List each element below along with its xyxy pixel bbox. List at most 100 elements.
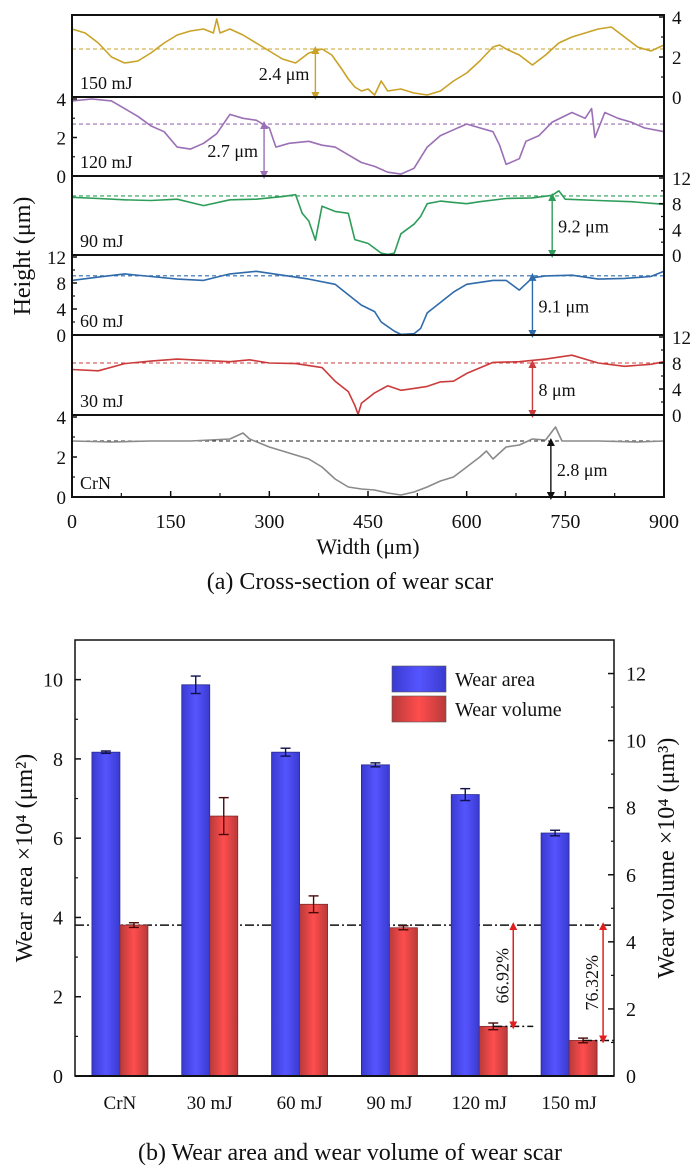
bar-group-30-mj: [181, 675, 239, 1077]
y-tick-label: 2: [57, 129, 67, 150]
wear-bar-chart: CrN 30 mJ 60 mJ 90 mJ 120 mJ 150 mJ 66.92% 76.3…: [12, 639, 680, 1114]
x-tick-label: CrN: [104, 1093, 137, 1114]
y-axis-label: Wear area ×10⁴ (μm²): [12, 754, 38, 963]
y2-tick-label: 2: [626, 999, 636, 1021]
x-tick-label: 300: [254, 511, 284, 533]
profile-panel-60-mj: 9.1 μm 60 mJ 0 4 8 12: [47, 248, 665, 347]
x-tick-label: 600: [452, 511, 482, 533]
depth-label: 2.7 μm: [207, 141, 258, 161]
y-tick-label: 12: [47, 248, 66, 269]
panel-label: CrN: [80, 473, 111, 493]
y-tick-label: 4: [57, 90, 67, 111]
profile-line: [71, 426, 665, 496]
wear-volume-bar: [299, 903, 328, 1077]
y-tick-label: 8: [672, 195, 682, 216]
y-tick-label: 0: [672, 88, 682, 109]
profile-panel-90-mj: 9.2 μm 90 mJ 0 4 8 12: [71, 169, 691, 267]
y-tick-label: 0: [672, 246, 682, 267]
panel-label: 150 mJ: [80, 73, 133, 93]
x-tick-label: 60 mJ: [277, 1093, 323, 1114]
y-tick-label: 8: [53, 749, 63, 771]
bar-group-120-mj: [450, 787, 508, 1077]
y-tick-label: 0: [672, 406, 682, 427]
wear-volume-bar: [209, 815, 239, 1077]
y2-tick-label: 12: [626, 664, 646, 686]
y-tick-label: 2: [57, 448, 67, 469]
y-tick-label: 8: [57, 274, 67, 295]
x-tick-label: 450: [353, 511, 383, 533]
y-tick-label: 6: [53, 828, 63, 850]
y-tick-label: 4: [672, 220, 682, 241]
y-tick-label: 0: [57, 326, 67, 347]
profile-line: [71, 18, 665, 96]
y2-tick-label: 4: [626, 932, 636, 954]
y-tick-label: 2: [53, 987, 63, 1009]
cross-section-chart: 2.4 μm 150 mJ 0 2 4 2.7 μm 120 mJ 0 2 4 9.2 μm 90 m…: [10, 8, 691, 559]
x-axis-label: Width (μm): [316, 534, 419, 559]
y2-tick-label: 0: [626, 1066, 636, 1088]
wear-area-bar: [361, 764, 390, 1077]
y-tick-label: 4: [672, 380, 682, 401]
y2-tick-label: 10: [626, 731, 646, 753]
y2-axis-label: Wear volume ×10⁴ (μm³): [654, 738, 680, 979]
y-tick-label: 2: [672, 48, 682, 69]
y-tick-label: 12: [672, 328, 691, 349]
y-tick-label: 12: [672, 169, 691, 190]
x-tick-label: 0: [67, 511, 77, 533]
panel-label: 30 mJ: [80, 391, 124, 411]
y2-tick-label: 8: [626, 798, 636, 820]
profile-panel-120-mj: 2.7 μm 120 mJ 0 2 4: [57, 90, 665, 188]
reduction-label: 76.32%: [582, 955, 602, 1011]
reduction-label: 66.92%: [492, 948, 512, 1004]
bar-group-90-mj: [361, 762, 418, 1077]
x-tick-label: 90 mJ: [366, 1093, 412, 1114]
x-tick-label: 150 mJ: [541, 1093, 596, 1114]
legend-label: Wear area: [455, 669, 535, 691]
profile-panel-30-mj: 8 μm 30 mJ 0 4 8 12: [71, 328, 691, 427]
y-tick-label: 4: [53, 907, 63, 929]
y-tick-label: 4: [672, 8, 682, 29]
profile-line: [71, 98, 665, 175]
reduction-annotation: 76.32%: [582, 922, 614, 1044]
depth-label: 2.4 μm: [259, 64, 310, 84]
wear-area-bar: [271, 751, 300, 1077]
y-tick-label: 0: [57, 488, 67, 509]
y-tick-label: 8: [672, 354, 682, 375]
reduction-annotation: 66.92%: [492, 922, 534, 1030]
depth-label: 9.2 μm: [558, 216, 609, 236]
x-tick-label: 750: [550, 511, 580, 533]
wear-volume-bar: [568, 1040, 598, 1077]
y-tick-label: 10: [43, 670, 63, 692]
x-tick-label: 30 mJ: [187, 1093, 233, 1114]
caption-a: (a) Cross-section of wear scar: [207, 569, 494, 595]
wear-area-bar: [450, 794, 480, 1077]
panel-label: 120 mJ: [80, 152, 133, 172]
x-tick-label: 150: [156, 511, 186, 533]
x-tick-label: 900: [649, 511, 679, 533]
y-tick-label: 0: [57, 167, 67, 188]
wear-area-bar: [181, 684, 211, 1077]
profile-line: [71, 190, 665, 256]
y-tick-label: 4: [57, 408, 67, 429]
bar-group-60-mj: [271, 747, 328, 1077]
bar-group-crn: [91, 750, 149, 1077]
y-tick-label: 4: [57, 300, 67, 321]
panel-label: 90 mJ: [80, 231, 124, 251]
depth-label: 2.8 μm: [557, 460, 608, 480]
y2-tick-label: 6: [626, 865, 636, 887]
wear-volume-bar: [478, 1025, 508, 1077]
wear-area-bar: [91, 751, 121, 1077]
y-tick-label: 0: [53, 1066, 63, 1088]
caption-b: (b) Wear area and wear volume of wear sc…: [138, 1140, 562, 1166]
wear-volume-bar: [119, 924, 149, 1077]
y-axis-label: Height (μm): [10, 197, 36, 316]
profile-panel-crn: 2.8 μm CrN 0 2 4: [57, 408, 665, 509]
legend: Wear area Wear volume: [391, 665, 562, 723]
panel-label: 60 mJ: [80, 311, 124, 331]
legend-label: Wear volume: [455, 699, 562, 721]
depth-label: 8 μm: [538, 380, 575, 400]
depth-label: 9.1 μm: [538, 296, 589, 316]
profile-line: [71, 354, 665, 416]
profile-panel-150-mj: 2.4 μm 150 mJ 0 2 4: [71, 8, 682, 109]
